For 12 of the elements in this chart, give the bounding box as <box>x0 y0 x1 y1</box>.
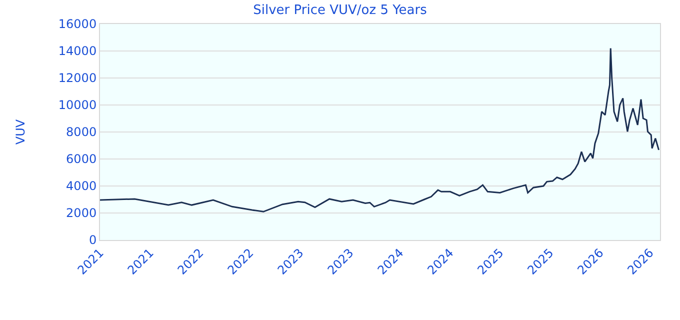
y-tick-label: 0 <box>88 233 97 248</box>
y-tick-label: 14000 <box>58 44 97 58</box>
chart-title: Silver Price VUV/oz 5 Years <box>253 2 428 18</box>
y-tick-label: 6000 <box>66 152 97 166</box>
line-series <box>100 48 660 212</box>
y-tick-label: 8000 <box>66 125 97 140</box>
y-tick-label: 10000 <box>58 98 97 112</box>
y-tick-label: 16000 <box>58 17 97 32</box>
y-axis-title: VUV <box>14 118 28 145</box>
y-tick-label: 4000 <box>66 179 97 194</box>
y-tick-label: 12000 <box>58 71 97 86</box>
y-tick-label: 2000 <box>66 206 97 220</box>
